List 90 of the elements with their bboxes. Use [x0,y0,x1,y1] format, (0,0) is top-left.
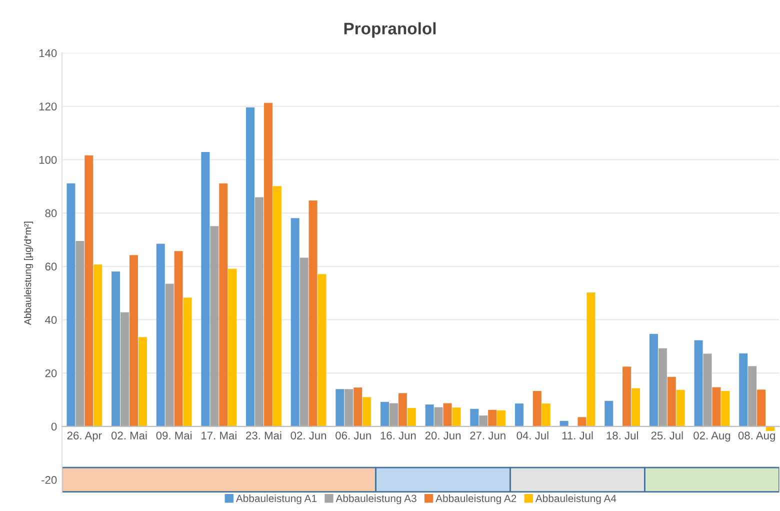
bar [694,340,703,426]
y-tick-label: 20 [45,369,57,378]
bar [336,389,344,426]
y-axis-title: Abbauleistung [µg/d*m²] [24,222,34,326]
x-tick-label: 02. Mai [111,431,147,440]
bar [300,258,308,426]
x-tick-label: 18. Jul [606,431,638,440]
bar [165,284,174,426]
bar [398,393,407,426]
y-tick-label: 40 [45,316,57,324]
y-tick-label: 100 [39,156,57,164]
bar [389,403,398,426]
bar [120,312,130,426]
bar [649,334,658,426]
bar [497,410,506,426]
x-tick-label: 06. Jun [336,432,371,440]
bar [112,271,120,426]
bar [434,407,443,426]
x-tick-label: 25. Jul [651,431,683,440]
y-tick-label: 80 [45,209,57,218]
x-tick-label: 11. Jul [562,431,593,440]
bar [514,403,524,426]
x-tick-label: 26. Apr [67,432,102,442]
bar [308,200,318,426]
bar [703,354,712,426]
bar [210,226,219,426]
bar [76,241,84,426]
y-tick-label: 120 [39,102,57,110]
bar [318,274,326,426]
bar [272,186,282,426]
bar [748,366,757,426]
y-tick-label: 0 [51,422,57,431]
bar [156,244,165,426]
bar [757,390,766,426]
bar [479,415,488,426]
bar [219,183,228,426]
bar [362,397,372,426]
bar [632,388,640,426]
bar [380,402,390,426]
bar [183,298,192,426]
legend-label: Abbauleistung A2 [436,494,516,504]
y-tick-label: 140 [39,49,57,58]
bar [129,255,138,426]
bar [174,251,183,426]
bar [470,408,479,426]
bar [201,152,210,426]
x-tick-label: 02. Aug [694,432,730,442]
bar [254,197,264,426]
bar [138,337,147,426]
x-tick-label: 04. Jul [516,431,548,440]
x-tick-label: 27. Jun [470,432,506,440]
x-tick-label: 02. Jun [290,432,326,440]
y-tick-label: 60 [45,262,57,271]
bar [264,102,272,426]
bar [532,390,542,426]
legend-label: Abbauleistung A4 [535,494,616,504]
x-tick-label: 09. Mai [156,431,192,440]
x-tick-label: 20. Jun [425,432,461,440]
bar [488,410,497,426]
bar [94,264,102,426]
bar [425,404,434,426]
bar [622,366,632,426]
bar [354,387,362,426]
bar [604,400,614,426]
bar [667,376,676,426]
bar [290,218,300,426]
bar [676,390,685,426]
bar [586,292,596,426]
bar [578,417,586,426]
x-tick-label: 23. Mai [246,431,282,440]
bar [228,268,237,426]
bar [66,183,76,426]
legend-label: Abbauleistung A1 [236,494,316,504]
bar [542,403,550,426]
bar [712,387,721,426]
x-tick-label: 08. Aug [738,432,775,442]
bar [443,403,452,426]
bar [658,348,667,426]
bar [344,389,354,426]
legend-label: Abbauleistung A3 [336,494,416,504]
bar [84,155,94,426]
chart-title: Propranolol [344,22,436,38]
y-tick-label: -20 [42,476,57,484]
bar [246,107,255,426]
bar [407,408,416,426]
bar [739,353,748,426]
bar [452,407,461,426]
x-tick-label: 17. Mai [202,431,236,440]
bar [721,390,730,426]
x-tick-label: 16. Jun [380,432,416,440]
